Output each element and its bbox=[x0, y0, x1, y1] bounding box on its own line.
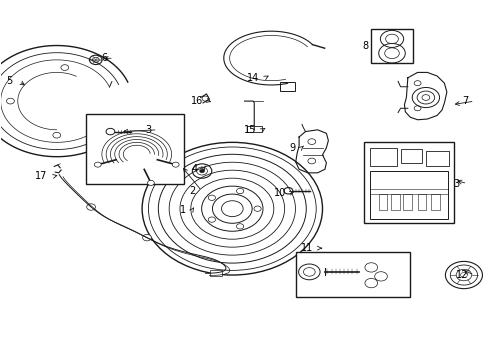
Text: 16: 16 bbox=[190, 96, 203, 106]
Bar bbox=[209, 270, 222, 276]
Bar bbox=[370, 30, 412, 63]
Text: 6: 6 bbox=[102, 53, 108, 63]
Text: 7: 7 bbox=[462, 96, 468, 106]
Circle shape bbox=[142, 234, 151, 241]
Bar bbox=[430, 194, 439, 211]
Bar bbox=[378, 194, 386, 211]
Text: 17: 17 bbox=[35, 171, 47, 181]
Text: 1: 1 bbox=[180, 206, 185, 216]
Circle shape bbox=[86, 204, 95, 210]
Text: 12: 12 bbox=[455, 270, 468, 280]
Bar bbox=[402, 194, 411, 211]
Text: 10: 10 bbox=[273, 188, 285, 198]
Bar bbox=[369, 148, 396, 166]
Bar bbox=[295, 252, 409, 297]
Text: 3: 3 bbox=[145, 125, 152, 135]
Bar bbox=[390, 194, 399, 211]
Text: 8: 8 bbox=[362, 41, 368, 50]
Circle shape bbox=[172, 162, 179, 167]
Text: 5: 5 bbox=[7, 76, 13, 86]
Bar bbox=[363, 142, 453, 223]
Text: 9: 9 bbox=[289, 143, 295, 153]
Text: 15: 15 bbox=[244, 125, 256, 135]
Text: 13: 13 bbox=[448, 179, 461, 189]
Text: 11: 11 bbox=[300, 243, 312, 253]
Bar bbox=[425, 150, 448, 166]
Bar bbox=[400, 149, 422, 163]
Text: 4: 4 bbox=[192, 164, 198, 174]
Text: 2: 2 bbox=[189, 186, 195, 196]
Bar bbox=[280, 82, 294, 90]
Text: 14: 14 bbox=[246, 73, 259, 83]
Bar bbox=[246, 126, 261, 132]
Bar bbox=[86, 114, 183, 184]
Bar bbox=[369, 171, 447, 220]
Circle shape bbox=[94, 162, 101, 167]
Circle shape bbox=[147, 180, 154, 185]
Bar bbox=[417, 194, 426, 211]
Circle shape bbox=[199, 169, 204, 173]
